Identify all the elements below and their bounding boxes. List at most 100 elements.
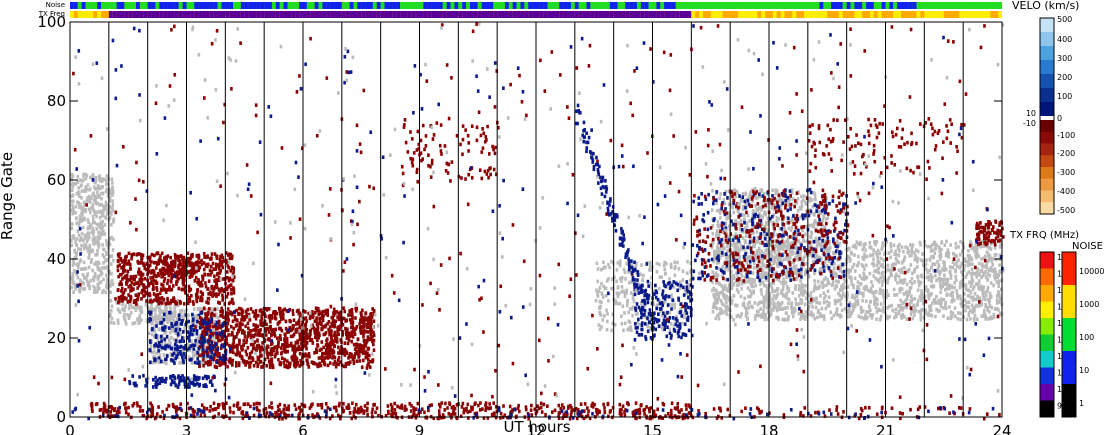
ground-scatter-cell (153, 345, 156, 350)
txfreq-bar-segment (772, 11, 777, 18)
ground-scatter-cell (112, 237, 115, 242)
negative-velocity-cell (243, 315, 246, 319)
positive-velocity-cell (210, 317, 213, 322)
ground-scatter-cell (905, 305, 908, 310)
txfreq-bar-segment (745, 11, 750, 18)
ground-scatter-cell (81, 280, 84, 285)
negative-velocity-cell (364, 329, 368, 334)
negative-velocity-cell (360, 408, 364, 413)
negative-velocity-cell (354, 316, 357, 320)
ground-scatter-cell (981, 239, 984, 244)
negative-velocity-cell (359, 311, 363, 315)
ground-scatter-cell (158, 317, 162, 321)
negative-velocity-cell (228, 277, 232, 281)
positive-velocity-cell (187, 335, 191, 339)
negative-velocity-cell (345, 335, 349, 339)
negative-velocity-cell (278, 402, 282, 407)
txfreq-bar-segment (978, 11, 983, 18)
negative-velocity-cell (231, 278, 235, 283)
positive-velocity-cell (73, 407, 77, 412)
negative-velocity-cell (256, 362, 260, 366)
negative-velocity-cell (179, 267, 182, 272)
negative-velocity-cell (256, 344, 259, 349)
positive-velocity-cell (148, 339, 152, 343)
negative-velocity-cell (174, 256, 177, 261)
noise-bar-segment (516, 2, 521, 9)
noise-bar-segment (209, 2, 214, 9)
negative-velocity-cell (717, 414, 720, 419)
negative-velocity-cell (485, 406, 489, 410)
txfreq-bar-segment (935, 11, 940, 18)
negative-velocity-cell (296, 347, 299, 352)
positive-velocity-cell (175, 354, 178, 358)
negative-velocity-cell (229, 410, 232, 414)
negative-velocity-cell (208, 268, 212, 273)
negative-velocity-cell (425, 416, 429, 420)
ground-scatter-cell (102, 204, 105, 209)
negative-velocity-cell (719, 408, 722, 413)
negative-velocity-cell (241, 328, 244, 333)
positive-velocity-cell (290, 413, 294, 418)
negative-velocity-cell (363, 404, 367, 408)
negative-velocity-cell (257, 331, 260, 336)
noise-bar-segment (846, 2, 851, 9)
txfreq-bar-segment (835, 11, 839, 18)
negative-velocity-cell (151, 299, 154, 304)
negative-velocity-cell (200, 296, 204, 301)
ground-scatter-cell (913, 250, 916, 255)
negative-velocity-cell (331, 348, 335, 352)
noise-bar-segment (159, 2, 164, 9)
negative-velocity-cell (312, 313, 315, 317)
noise-bar-segment (341, 2, 346, 9)
txfreq-bar-segment (493, 11, 498, 18)
negative-velocity-cell (200, 403, 204, 407)
noise-bar-segment (190, 2, 195, 9)
ground-scatter-cell (787, 289, 791, 293)
negative-velocity-cell (225, 325, 229, 330)
negative-velocity-cell (167, 403, 170, 408)
ground-scatter-cell (97, 222, 100, 227)
negative-velocity-cell (188, 299, 192, 303)
negative-velocity-cell (357, 347, 361, 352)
negative-velocity-cell (155, 298, 159, 302)
ground-scatter-cell (71, 193, 75, 198)
txfreq-bar-segment (128, 11, 133, 18)
negative-velocity-cell (127, 405, 130, 410)
ground-scatter-cell (766, 248, 769, 252)
negative-velocity-cell (440, 415, 444, 420)
negative-velocity-cell (603, 410, 607, 414)
negative-velocity-cell (229, 344, 233, 349)
positive-velocity-cell (181, 330, 185, 334)
ground-scatter-cell (98, 174, 102, 179)
negative-velocity-cell (233, 344, 237, 349)
ground-scatter-cell (99, 223, 102, 228)
negative-velocity-cell (661, 416, 665, 420)
ground-scatter-cell (939, 277, 943, 281)
ground-scatter-cell (198, 307, 202, 311)
ground-scatter-cell (91, 214, 95, 219)
ground-scatter-cell (795, 268, 798, 272)
ground-scatter-cell (98, 236, 101, 241)
negative-velocity-cell (386, 409, 390, 414)
negative-velocity-cell (348, 334, 352, 339)
negative-velocity-cell (237, 329, 240, 333)
negative-velocity-cell (466, 402, 470, 407)
ground-scatter-cell (108, 236, 112, 241)
negative-velocity-cell (217, 292, 220, 297)
negative-velocity-cell (102, 401, 106, 406)
positive-velocity-cell (153, 357, 156, 361)
negative-velocity-cell (324, 325, 327, 329)
ground-scatter-cell (88, 175, 92, 180)
negative-velocity-cell (336, 326, 339, 330)
positive-velocity-cell (156, 378, 159, 383)
ground-scatter-cell (127, 316, 131, 320)
negative-velocity-cell (161, 283, 165, 288)
negative-velocity-cell (190, 294, 193, 298)
noise-bar-segment (602, 2, 606, 9)
negative-velocity-cell (437, 409, 441, 413)
negative-velocity-cell (295, 357, 299, 361)
ground-scatter-cell (974, 253, 978, 258)
negative-velocity-cell (241, 359, 245, 363)
negative-velocity-cell (162, 261, 165, 266)
negative-velocity-cell (183, 278, 186, 283)
